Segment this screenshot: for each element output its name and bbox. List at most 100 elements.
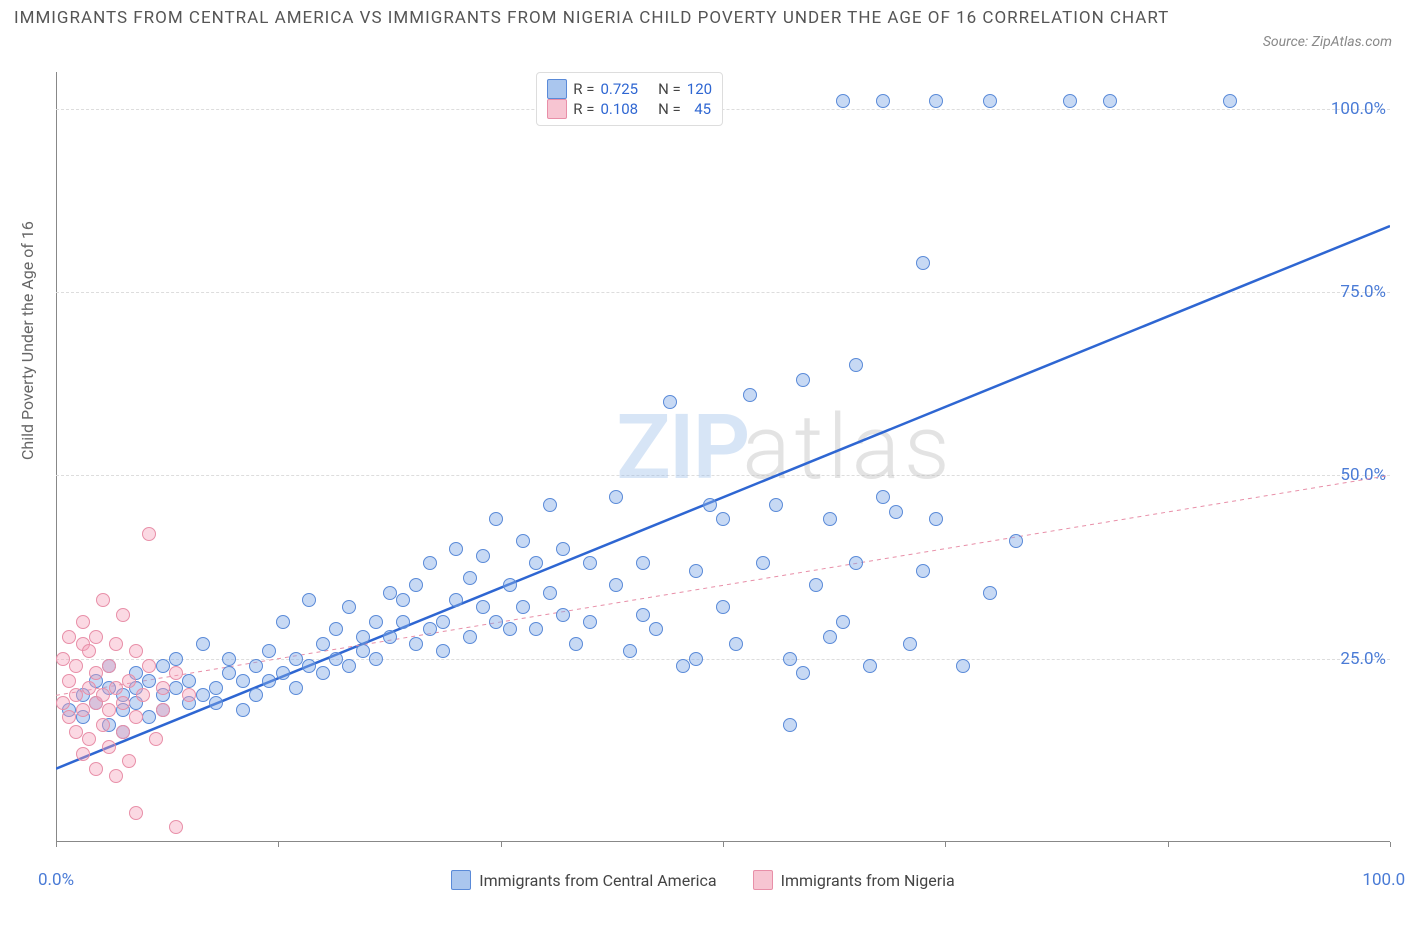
- x-tick: [723, 842, 724, 847]
- chart-container: IMMIGRANTS FROM CENTRAL AMERICA VS IMMIG…: [0, 0, 1406, 930]
- data-point: [82, 732, 96, 746]
- data-point: [956, 659, 970, 673]
- data-point: [142, 674, 156, 688]
- n-label: N =: [658, 80, 681, 98]
- data-point: [236, 703, 250, 717]
- data-point: [583, 615, 597, 629]
- x-tick: [1390, 842, 1391, 847]
- data-point: [449, 542, 463, 556]
- data-point: [716, 512, 730, 526]
- data-point: [96, 688, 110, 702]
- data-point: [82, 681, 96, 695]
- data-point: [142, 527, 156, 541]
- data-point: [1223, 94, 1237, 108]
- legend-swatch: [547, 79, 567, 99]
- data-point: [983, 94, 997, 108]
- data-point: [716, 600, 730, 614]
- data-point: [76, 703, 90, 717]
- data-point: [262, 644, 276, 658]
- watermark: ZIPatlas: [616, 395, 953, 500]
- y-axis-line: [56, 72, 57, 842]
- data-point: [543, 586, 557, 600]
- data-point: [102, 703, 116, 717]
- data-point: [396, 615, 410, 629]
- data-point: [409, 637, 423, 651]
- legend-stats: R =0.725N =120R =0.108N = 45: [536, 72, 723, 126]
- data-point: [116, 696, 130, 710]
- data-point: [743, 388, 757, 402]
- data-point: [122, 754, 136, 768]
- r-value: 0.108: [600, 100, 638, 118]
- data-point: [823, 630, 837, 644]
- data-point: [516, 600, 530, 614]
- x-tick-label: 0.0%: [38, 870, 74, 890]
- data-point: [516, 534, 530, 548]
- r-label: R =: [573, 100, 594, 118]
- data-point: [236, 674, 250, 688]
- data-point: [89, 666, 103, 680]
- data-point: [876, 94, 890, 108]
- legend-item: Immigrants from Central America: [451, 870, 716, 890]
- legend-stat-row: R =0.725N =120: [547, 79, 712, 99]
- data-point: [69, 725, 83, 739]
- data-point: [463, 571, 477, 585]
- data-point: [69, 688, 83, 702]
- data-point: [809, 578, 823, 592]
- x-tick-label: 100.0%: [1362, 870, 1406, 890]
- plot-area: 25.0%50.0%75.0%100.0% ZIPatlas R =0.725N…: [56, 72, 1390, 842]
- data-point: [96, 593, 110, 607]
- data-point: [929, 94, 943, 108]
- r-value: 0.725: [600, 80, 638, 98]
- data-point: [156, 703, 170, 717]
- data-point: [129, 644, 143, 658]
- data-point: [436, 615, 450, 629]
- data-point: [342, 659, 356, 673]
- data-point: [316, 666, 330, 680]
- data-point: [529, 622, 543, 636]
- y-tick-label: 100.0%: [1331, 99, 1386, 119]
- data-point: [689, 564, 703, 578]
- data-point: [476, 600, 490, 614]
- data-point: [556, 608, 570, 622]
- data-point: [209, 696, 223, 710]
- data-point: [169, 652, 183, 666]
- data-point: [823, 512, 837, 526]
- r-label: R =: [573, 80, 594, 98]
- data-point: [623, 644, 637, 658]
- data-point: [122, 674, 136, 688]
- data-point: [756, 556, 770, 570]
- data-point: [56, 696, 70, 710]
- data-point: [676, 659, 690, 673]
- data-point: [849, 358, 863, 372]
- data-point: [649, 622, 663, 636]
- data-point: [463, 630, 477, 644]
- data-point: [182, 688, 196, 702]
- data-point: [56, 652, 70, 666]
- y-tick-label: 50.0%: [1340, 465, 1386, 485]
- gridline: [56, 292, 1390, 293]
- data-point: [836, 94, 850, 108]
- data-point: [609, 490, 623, 504]
- data-point: [369, 652, 383, 666]
- x-tick: [278, 842, 279, 847]
- legend-swatch: [547, 99, 567, 119]
- data-point: [663, 395, 677, 409]
- data-point: [489, 615, 503, 629]
- data-point: [129, 806, 143, 820]
- data-point: [903, 637, 917, 651]
- y-tick-label: 25.0%: [1340, 649, 1386, 669]
- data-point: [142, 710, 156, 724]
- data-point: [889, 505, 903, 519]
- data-point: [249, 659, 263, 673]
- data-point: [76, 747, 90, 761]
- data-point: [983, 586, 997, 600]
- data-point: [503, 622, 517, 636]
- data-point: [609, 578, 623, 592]
- data-point: [116, 608, 130, 622]
- data-point: [196, 637, 210, 651]
- data-point: [209, 681, 223, 695]
- data-point: [329, 652, 343, 666]
- data-point: [102, 659, 116, 673]
- data-point: [489, 512, 503, 526]
- data-point: [276, 666, 290, 680]
